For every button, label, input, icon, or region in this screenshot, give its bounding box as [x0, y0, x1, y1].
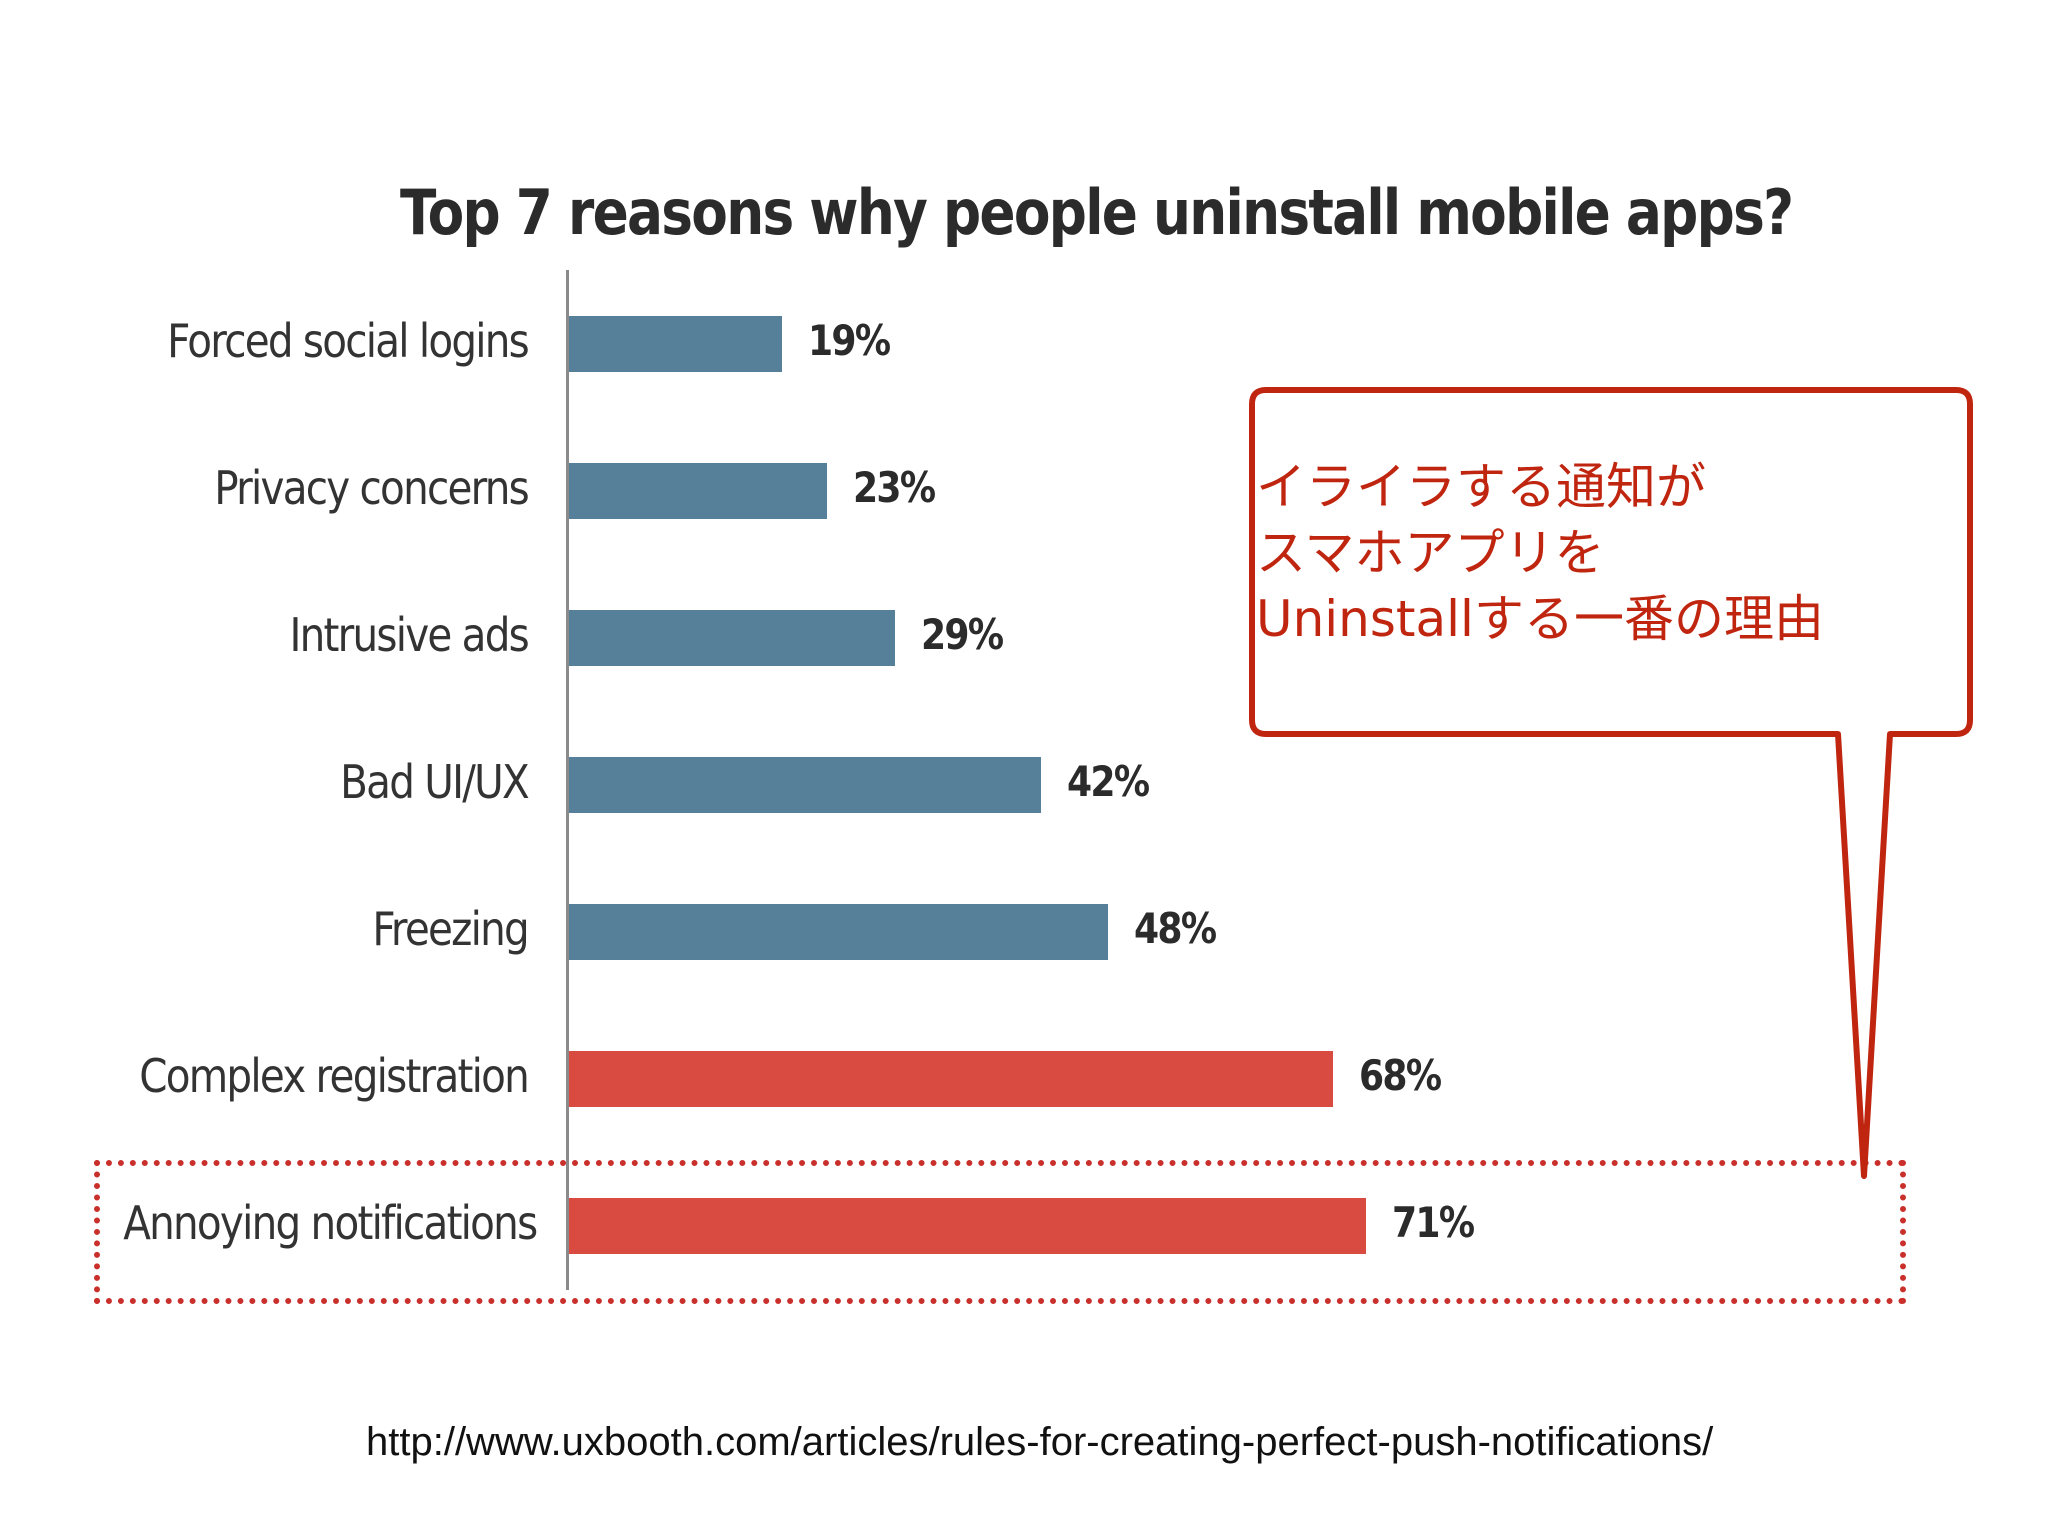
y-axis-line	[566, 270, 569, 1290]
value-label-intrusive-ads: 29%	[920, 610, 1004, 659]
callout-line-1: イライラする通知が	[1256, 458, 1706, 516]
value-label-privacy-concerns: 23%	[853, 463, 936, 512]
value-label-bad-ui-ux: 42%	[1066, 757, 1150, 806]
value-label-freezing: 48%	[1134, 904, 1217, 953]
callout-line-2: スマホアプリを	[1256, 524, 1605, 582]
source-url[interactable]: http://www.uxbooth.com/articles/rules-fo…	[366, 1420, 1714, 1464]
bar-bad-ui-ux	[569, 757, 1041, 813]
bar-intrusive-ads	[569, 610, 895, 666]
category-label-forced-social-logins: Forced social logins	[167, 314, 530, 368]
category-label-complex-registration: Complex registration	[139, 1049, 530, 1103]
value-label-forced-social-logins: 19%	[808, 316, 891, 365]
bar-annoying-notifications	[569, 1198, 1367, 1254]
category-label-freezing: Freezing	[372, 902, 529, 956]
bar-freezing	[569, 904, 1109, 960]
callout-line-3: Uninstallする一番の理由	[1256, 590, 1824, 648]
highlight-box-annoying-notifications	[94, 1160, 1906, 1304]
bar-complex-registration	[569, 1051, 1333, 1107]
bar-privacy-concerns	[569, 463, 828, 519]
value-label-annoying-notifications: 71%	[1392, 1198, 1475, 1247]
category-label-bad-ui-ux: Bad UI/UX	[340, 755, 530, 809]
category-label-annoying-notifications: Annoying notifications	[123, 1196, 538, 1250]
value-label-complex-registration: 68%	[1358, 1051, 1442, 1100]
category-label-intrusive-ads: Intrusive ads	[289, 608, 529, 662]
bar-forced-social-logins	[569, 316, 783, 372]
category-label-privacy-concerns: Privacy concerns	[214, 461, 530, 515]
callout-pointer-shape	[1249, 387, 1973, 1179]
callout-text: イライラする通知が スマホアプリを Uninstallする一番の理由	[1256, 454, 1936, 652]
